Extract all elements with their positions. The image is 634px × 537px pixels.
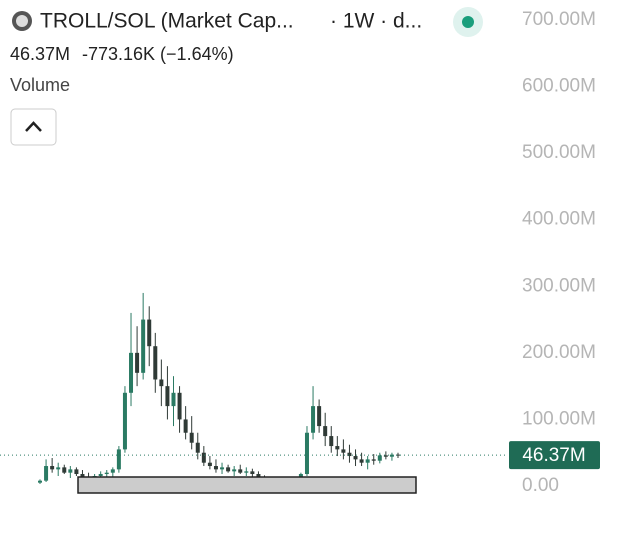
y-tick-label: 300.00M [522, 275, 596, 296]
scroll-bar[interactable] [77, 476, 417, 494]
price: 46.37M [10, 44, 70, 64]
y-tick-label: 0.00 [522, 475, 559, 496]
candle-body [50, 466, 55, 470]
candle-body [389, 454, 394, 457]
candle-body [38, 480, 42, 483]
candle-body [165, 386, 170, 407]
y-tick-label: 100.00M [522, 408, 596, 429]
candle-body [226, 467, 231, 472]
candle-body [317, 406, 322, 427]
last-price-label: 46.37M [522, 445, 585, 466]
candle-body [304, 432, 309, 475]
candle-body [122, 392, 127, 450]
y-tick-label: 500.00M [522, 142, 596, 163]
candle-body [195, 442, 200, 453]
collapse-button[interactable] [10, 108, 57, 146]
candle-body [189, 432, 194, 443]
candle-body [80, 474, 85, 477]
candle-body [201, 452, 206, 463]
candle-body [183, 419, 188, 433]
candle-body [232, 469, 237, 472]
candle-body [74, 469, 79, 475]
candle-body [323, 426, 328, 437]
candle-body [153, 346, 158, 380]
candle-body [213, 466, 218, 470]
candle-body [56, 467, 61, 470]
candle-body [341, 449, 346, 453]
candle-body [44, 466, 49, 481]
y-tick-label: 200.00M [522, 342, 596, 363]
y-tick-label: 600.00M [522, 76, 596, 97]
candle-body [311, 406, 316, 433]
candle-body [98, 474, 103, 477]
candle-body [135, 352, 140, 373]
candle-body [244, 471, 249, 473]
candle-body [110, 469, 115, 473]
candle-body [104, 472, 109, 475]
candle-body [238, 469, 243, 473]
y-tick-label: 400.00M [522, 209, 596, 230]
candle-body [371, 459, 376, 461]
candle-body [129, 352, 134, 393]
chart-title: TROLL/SOL (Market Cap... [40, 10, 294, 33]
collapse-icon [25, 121, 42, 132]
y-tick-label: 700.00M [522, 9, 596, 30]
candle-body [365, 459, 370, 463]
candle-body [329, 436, 334, 447]
candle-body [147, 319, 152, 347]
interval: · 1W · d... [330, 10, 422, 33]
candle-body [353, 456, 358, 460]
volume-label: Volume [10, 75, 70, 95]
candle-body [383, 455, 388, 457]
candle-body [359, 459, 364, 463]
candle-body [250, 471, 255, 475]
candle-body [256, 474, 261, 479]
candle-body [62, 467, 67, 473]
candle-body [171, 392, 176, 407]
status-dot [462, 16, 474, 28]
candle-body [116, 449, 121, 470]
candle-body [347, 452, 352, 457]
token-logo-inner [16, 15, 28, 27]
change: -773.16K (−1.64%) [82, 44, 234, 64]
candle-body [68, 469, 73, 473]
candle-body [141, 319, 146, 373]
candle-body [207, 462, 212, 467]
candle-body [396, 454, 400, 456]
last-price-tag [509, 441, 600, 470]
candle-body [177, 392, 182, 420]
candle-body [159, 379, 164, 387]
candle-body [335, 446, 340, 450]
candle-body [377, 455, 382, 461]
candle-body [220, 467, 225, 470]
candle-body [298, 474, 303, 479]
